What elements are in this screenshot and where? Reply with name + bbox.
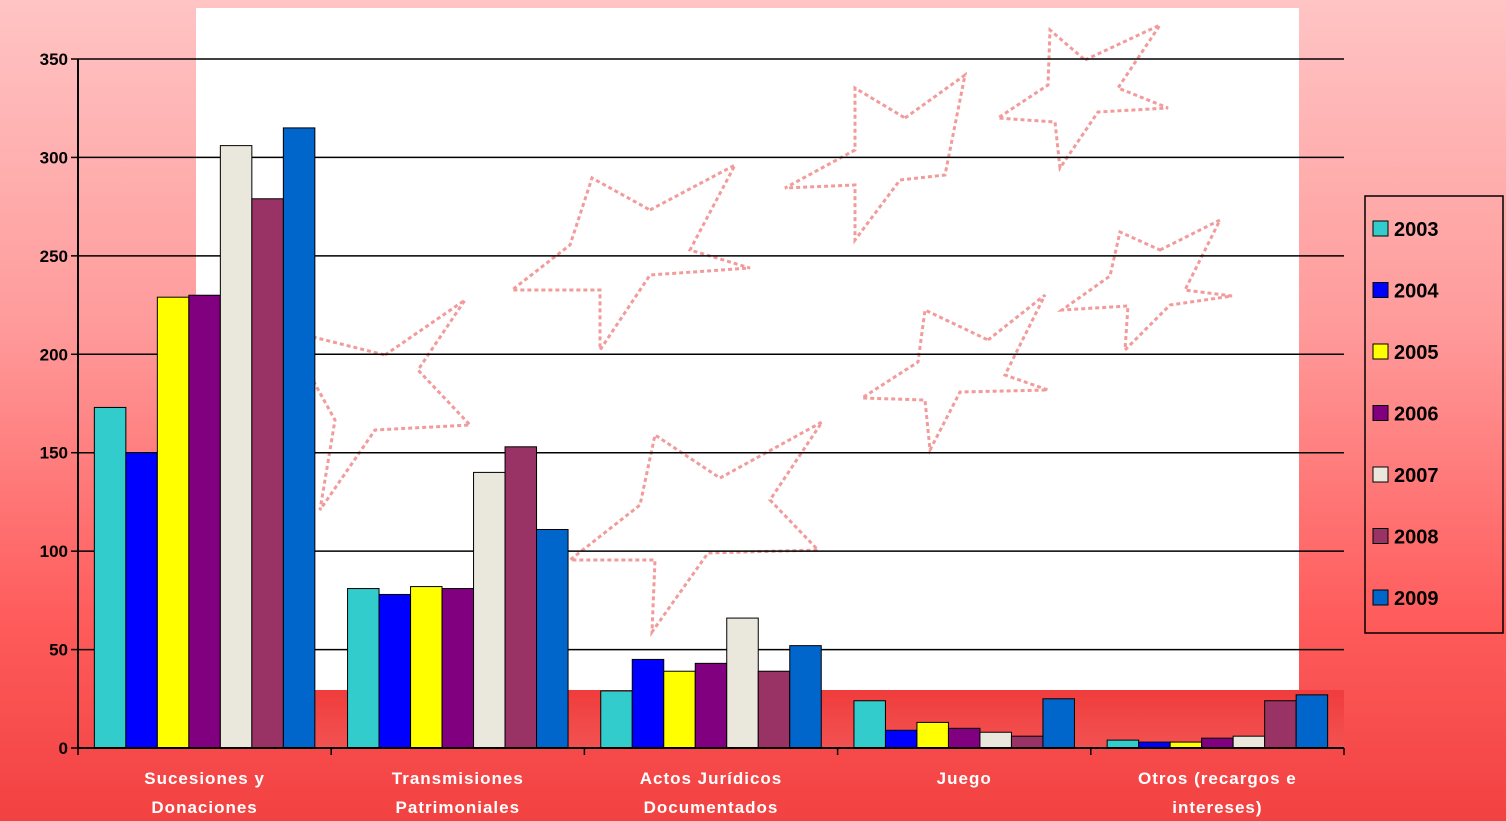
y-tick-label: 50 (49, 641, 68, 660)
y-tick-label: 100 (40, 542, 68, 561)
star-decoration (1056, 216, 1233, 354)
x-tick-label: Otros (recargos e (1138, 769, 1297, 788)
legend: 2003 2004 2005 2006 2007 2008 2009 (1364, 195, 1504, 634)
star-decoration (784, 71, 968, 245)
bar-2005 (410, 586, 443, 749)
bar-2005 (156, 296, 190, 749)
bar-2007 (1232, 735, 1266, 749)
x-tick-label: intereses) (1172, 798, 1262, 817)
legend-swatch (1372, 589, 1389, 606)
bar-2009 (1042, 698, 1075, 749)
bar-2008 (1010, 735, 1044, 749)
bar-2008 (757, 670, 791, 749)
legend-label: 2003 (1394, 219, 1439, 241)
bar-2003 (347, 588, 380, 749)
axes: 0 50 100 150 200 250 300 350 Sucesiones y Donacio… (40, 50, 1345, 817)
star-decoration (993, 21, 1169, 173)
bar-2003 (600, 690, 633, 749)
y-tick-label: 200 (40, 345, 68, 364)
legend-label: 2009 (1394, 588, 1439, 610)
x-tick-label: Transmisiones (392, 769, 524, 788)
legend-swatch (1372, 282, 1389, 298)
x-tick-label: Actos Jurídicos (640, 769, 783, 788)
x-tick-label: Documentados (644, 798, 779, 817)
bar-2009 (1295, 694, 1329, 749)
legend-swatch (1372, 343, 1389, 360)
bar-2003 (1106, 739, 1140, 749)
bar-2008 (1264, 700, 1297, 749)
x-tick-label: Donaciones (151, 798, 257, 817)
star-decoration (857, 293, 1049, 456)
bar-2008 (504, 446, 538, 749)
bar-2006 (694, 662, 728, 749)
bar-2004 (884, 729, 918, 749)
bar-2007 (726, 617, 759, 749)
star-decoration (565, 420, 824, 638)
bar-2009 (536, 528, 569, 749)
plot-area-white (196, 8, 1299, 690)
bar-2006 (188, 294, 221, 749)
legend-swatch (1372, 528, 1389, 544)
y-tick-label: 350 (40, 50, 68, 69)
legend-label: 2006 (1394, 404, 1439, 426)
bar-2005 (663, 670, 696, 749)
legend-swatch (1372, 466, 1389, 483)
bar-2004 (125, 452, 158, 749)
bar-2006 (947, 727, 981, 749)
legend-box (1364, 195, 1504, 634)
y-tick-label: 150 (40, 444, 68, 463)
y-tick-label: 300 (40, 148, 68, 167)
bar-2003 (853, 700, 886, 749)
bar-2007 (979, 731, 1012, 749)
bar-2008 (251, 198, 284, 749)
legend-label: 2007 (1394, 465, 1439, 487)
legend-label: 2005 (1394, 342, 1439, 364)
y-tick-label: 250 (40, 247, 68, 266)
x-tick-label: Patrimoniales (396, 798, 521, 817)
x-tick-label: Juego (937, 769, 992, 788)
bar-2006 (441, 588, 475, 749)
legend-swatch (1372, 220, 1389, 237)
y-tick-label: 0 (59, 739, 68, 758)
bar-2005 (916, 721, 949, 749)
x-tick-label: Sucesiones y (144, 769, 265, 788)
bar-2009 (282, 127, 316, 749)
bars (93, 127, 1329, 749)
bar-2004 (631, 658, 665, 749)
bar-2004 (378, 593, 412, 749)
bar-2009 (789, 645, 822, 749)
bar-2003 (93, 406, 127, 749)
legend-swatch (1372, 405, 1389, 421)
bar-2007 (473, 471, 506, 749)
legend-label: 2004 (1394, 281, 1439, 303)
legend-label: 2008 (1394, 527, 1439, 549)
bar-2007 (219, 145, 253, 749)
bar-2006 (1201, 737, 1234, 749)
